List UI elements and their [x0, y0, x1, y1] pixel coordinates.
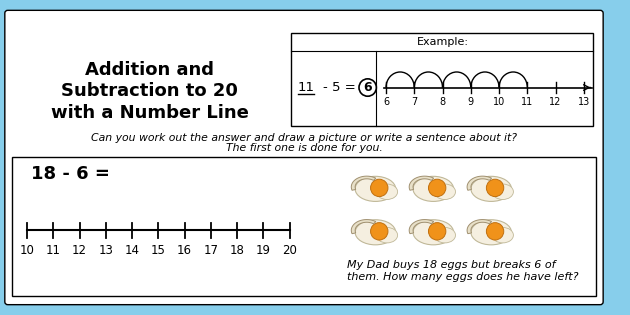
Ellipse shape: [492, 227, 513, 243]
Ellipse shape: [434, 227, 455, 243]
Text: 18 - 6 =: 18 - 6 =: [31, 165, 110, 183]
Text: Example:: Example:: [416, 37, 469, 47]
Text: 7: 7: [411, 97, 418, 107]
Text: 16: 16: [177, 244, 192, 257]
Text: 13: 13: [98, 244, 113, 257]
Text: 19: 19: [256, 244, 271, 257]
Ellipse shape: [471, 220, 512, 245]
Polygon shape: [467, 220, 491, 234]
Text: with a Number Line: with a Number Line: [50, 104, 248, 122]
Text: Subtraction to 20: Subtraction to 20: [61, 83, 238, 100]
Text: 9: 9: [467, 97, 474, 107]
Ellipse shape: [471, 176, 512, 201]
Circle shape: [486, 179, 504, 197]
Text: them. How many eggs does he have left?: them. How many eggs does he have left?: [347, 272, 579, 282]
Circle shape: [486, 223, 504, 240]
Text: 12: 12: [72, 244, 87, 257]
Text: 17: 17: [203, 244, 218, 257]
Ellipse shape: [355, 176, 396, 201]
Text: 20: 20: [282, 244, 297, 257]
Polygon shape: [410, 176, 433, 190]
Ellipse shape: [376, 184, 398, 199]
Text: My Dad buys 18 eggs but breaks 6 of: My Dad buys 18 eggs but breaks 6 of: [347, 260, 556, 270]
Text: The first one is done for you.: The first one is done for you.: [226, 143, 382, 153]
Polygon shape: [352, 220, 375, 234]
Text: 15: 15: [151, 244, 166, 257]
Text: 8: 8: [440, 97, 445, 107]
Text: 11: 11: [46, 244, 60, 257]
Ellipse shape: [355, 220, 396, 245]
Text: 10: 10: [20, 244, 35, 257]
Bar: [11, 157, 597, 296]
Text: - 5 =: - 5 =: [323, 81, 356, 94]
Text: 6: 6: [383, 97, 389, 107]
FancyBboxPatch shape: [5, 10, 603, 305]
Text: 10: 10: [493, 97, 505, 107]
Text: Can you work out the answer and draw a picture or write a sentence about it?: Can you work out the answer and draw a p…: [91, 133, 517, 143]
Ellipse shape: [413, 220, 454, 245]
Ellipse shape: [376, 227, 398, 243]
Text: Addition and: Addition and: [85, 61, 214, 79]
Ellipse shape: [413, 176, 454, 201]
Text: 12: 12: [549, 97, 562, 107]
Text: 13: 13: [578, 97, 590, 107]
Text: 18: 18: [229, 244, 244, 257]
Polygon shape: [352, 176, 375, 190]
Text: 14: 14: [125, 244, 139, 257]
Circle shape: [428, 179, 446, 197]
Bar: [292, 32, 593, 126]
Circle shape: [370, 179, 388, 197]
Text: 6: 6: [364, 81, 372, 94]
Circle shape: [370, 223, 388, 240]
Polygon shape: [467, 176, 491, 190]
Text: 11: 11: [297, 81, 314, 94]
Ellipse shape: [434, 184, 455, 199]
Circle shape: [428, 223, 446, 240]
Ellipse shape: [492, 184, 513, 199]
Text: 11: 11: [521, 97, 534, 107]
Polygon shape: [410, 220, 433, 234]
